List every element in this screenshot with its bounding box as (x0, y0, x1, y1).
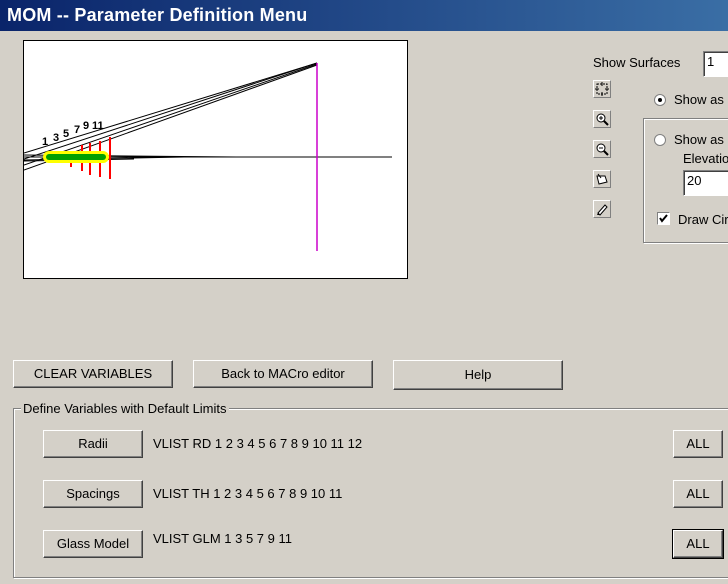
rotate-icon[interactable] (593, 170, 611, 188)
window-title: MOM -- Parameter Definition Menu (7, 5, 308, 25)
radii-button[interactable]: Radii (43, 430, 143, 458)
show-as-radio-2[interactable] (654, 134, 666, 146)
radio-selected-dot (658, 98, 662, 102)
pencil-icon[interactable] (593, 200, 611, 218)
lens-drawing-canvas[interactable]: 1 3 5 7 9 11 (23, 40, 408, 279)
clear-variables-button[interactable]: CLEAR VARIABLES (13, 360, 173, 388)
spacings-button[interactable]: Spacings (43, 480, 143, 508)
lens-body (46, 154, 106, 160)
show-as-label-1: Show as (674, 92, 724, 107)
back-to-macro-editor-button[interactable]: Back to MACro editor (193, 360, 373, 388)
surface-label: 3 (53, 132, 59, 144)
glass-model-button[interactable]: Glass Model (43, 530, 143, 558)
ray (24, 62, 318, 160)
surface-label: 1 (42, 136, 48, 148)
spacings-all-button[interactable]: ALL (673, 480, 723, 508)
show-surfaces-input[interactable]: 1 (703, 51, 728, 77)
help-button[interactable]: Help (393, 360, 563, 390)
elevation-label: Elevatio (683, 151, 728, 166)
draw-circle-label: Draw Cir (678, 212, 728, 227)
ray (24, 62, 318, 154)
define-variables-group-title: Define Variables with Default Limits (21, 401, 229, 416)
radii-all-button[interactable]: ALL (673, 430, 723, 458)
show-as-radio-1[interactable] (654, 94, 666, 106)
zoom-in-icon[interactable] (593, 110, 611, 128)
show-as-options-group (643, 118, 728, 243)
zoom-out-icon[interactable] (593, 140, 611, 158)
show-surfaces-label: Show Surfaces (593, 55, 681, 70)
surface-label: 9 (83, 120, 89, 132)
ray (24, 63, 318, 166)
surface-label: 11 (92, 120, 104, 132)
draw-circle-checkbox[interactable] (657, 212, 670, 225)
radii-command: VLIST RD 1 2 3 4 5 6 7 8 9 10 11 12 (153, 436, 363, 451)
fit-view-icon[interactable] (593, 80, 611, 98)
spacings-command: VLIST TH 1 2 3 4 5 6 7 8 9 10 11 (153, 486, 343, 501)
show-as-label-2: Show as (674, 132, 724, 147)
surface-label: 5 (63, 128, 69, 140)
surface-label: 7 (74, 124, 80, 136)
glass-model-all-button[interactable]: ALL (672, 529, 724, 559)
lens-drawing-svg: 1 3 5 7 9 11 (24, 62, 392, 251)
elevation-input[interactable]: 20 (683, 170, 728, 196)
glass-model-command: VLIST GLM 1 3 5 7 9 11 (153, 531, 292, 546)
define-variables-group (13, 408, 728, 578)
title-bar: MOM -- Parameter Definition Menu (0, 0, 728, 31)
